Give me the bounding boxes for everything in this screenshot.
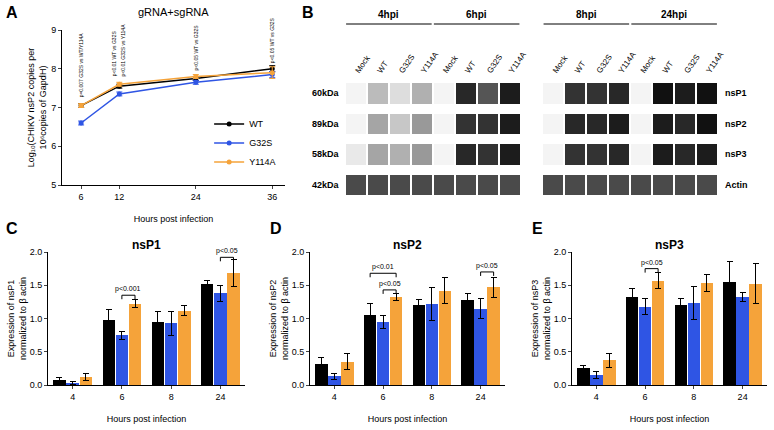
- svg-text:Y114A: Y114A: [249, 157, 275, 167]
- svg-text:Y114A: Y114A: [705, 50, 726, 75]
- svg-text:Actin: Actin: [725, 180, 748, 190]
- svg-text:Hours post infection: Hours post infection: [630, 414, 710, 424]
- svg-text:58kDa: 58kDa: [312, 149, 340, 159]
- svg-text:Hours post infection: Hours post infection: [134, 214, 214, 224]
- svg-text:p<0.05: p<0.05: [476, 262, 498, 270]
- svg-text:Mock: Mock: [441, 53, 460, 75]
- svg-text:nsP1: nsP1: [132, 238, 161, 252]
- svg-text:p<0.05 WT vs G32S: p<0.05 WT vs G32S: [193, 25, 199, 71]
- svg-text:gRNA+sgRNA: gRNA+sgRNA: [138, 6, 209, 18]
- svg-text:0.5: 0.5: [292, 347, 305, 357]
- svg-text:4: 4: [70, 392, 75, 402]
- svg-text:6: 6: [79, 192, 84, 202]
- svg-text:Mock: Mock: [354, 53, 373, 75]
- svg-text:nsP3: nsP3: [655, 238, 684, 252]
- svg-text:4: 4: [332, 392, 337, 402]
- svg-text:7: 7: [51, 103, 56, 113]
- svg-text:8: 8: [51, 64, 56, 74]
- svg-text:8: 8: [429, 392, 434, 402]
- svg-text:p<0.05: p<0.05: [641, 259, 663, 267]
- svg-text:p<0.01 WT vs G32S: p<0.01 WT vs G32S: [111, 31, 117, 77]
- svg-text:4: 4: [594, 392, 599, 402]
- svg-text:2.0: 2.0: [554, 247, 567, 257]
- svg-text:5: 5: [51, 180, 56, 190]
- svg-text:0.5: 0.5: [30, 347, 43, 357]
- svg-text:Hours post infection: Hours post infection: [368, 414, 448, 424]
- svg-text:WT: WT: [463, 59, 478, 74]
- svg-text:B: B: [302, 4, 314, 21]
- svg-text:6: 6: [119, 392, 124, 402]
- svg-text:1.0: 1.0: [30, 314, 43, 324]
- svg-text:p<0.01 G32S vs Y114A: p<0.01 G32S vs Y114A: [120, 24, 126, 77]
- svg-text:nsP2: nsP2: [725, 119, 747, 129]
- svg-text:8: 8: [169, 392, 174, 402]
- svg-text:4hpi: 4hpi: [378, 9, 399, 20]
- svg-text:0.0: 0.0: [30, 380, 43, 390]
- svg-text:24: 24: [191, 192, 201, 202]
- svg-text:6hpi: 6hpi: [466, 9, 487, 20]
- svg-text:6: 6: [643, 392, 648, 402]
- svg-text:C: C: [6, 220, 18, 237]
- svg-text:1.0: 1.0: [292, 314, 305, 324]
- svg-text:24: 24: [476, 392, 486, 402]
- svg-text:24hpi: 24hpi: [661, 9, 687, 20]
- svg-text:24: 24: [738, 392, 748, 402]
- svg-text:9: 9: [51, 25, 56, 35]
- svg-text:G32S: G32S: [595, 53, 614, 75]
- svg-text:E: E: [532, 220, 543, 237]
- svg-text:1.5: 1.5: [554, 280, 567, 290]
- svg-text:Y114A: Y114A: [419, 50, 440, 75]
- svg-text:8hpi: 8hpi: [576, 9, 597, 20]
- svg-text:Expression of nsP2normalized t: Expression of nsP2normalized to β actin: [268, 277, 290, 360]
- svg-text:G32S: G32S: [249, 138, 272, 148]
- svg-text:D: D: [270, 220, 282, 237]
- svg-text:0.0: 0.0: [292, 380, 305, 390]
- svg-text:p<0.05: p<0.05: [216, 247, 238, 255]
- svg-text:A: A: [6, 4, 18, 21]
- svg-text:36: 36: [267, 192, 277, 202]
- svg-text:1.5: 1.5: [30, 280, 43, 290]
- svg-text:nsP3: nsP3: [725, 149, 747, 159]
- svg-text:nsP1: nsP1: [725, 88, 747, 98]
- svg-text:2.0: 2.0: [292, 247, 305, 257]
- svg-text:Expression of nsP1normalized t: Expression of nsP1normalized to β actin: [6, 277, 28, 360]
- svg-text:6: 6: [51, 141, 56, 151]
- svg-text:Hours post infection: Hours post infection: [107, 414, 187, 424]
- svg-text:1.5: 1.5: [292, 280, 305, 290]
- svg-text:p<0.05 WT vs G32S: p<0.05 WT vs G32S: [269, 17, 275, 63]
- svg-text:p<0.05: p<0.05: [379, 280, 401, 288]
- svg-text:G32S: G32S: [683, 53, 702, 75]
- svg-text:6: 6: [381, 392, 386, 402]
- svg-text:nsP2: nsP2: [393, 238, 422, 252]
- svg-text:G32S: G32S: [485, 53, 504, 75]
- svg-text:0.5: 0.5: [554, 347, 567, 357]
- svg-text:Mock: Mock: [551, 53, 570, 75]
- svg-text:WT: WT: [249, 119, 263, 129]
- svg-text:WT: WT: [573, 59, 588, 74]
- svg-text:WT: WT: [661, 59, 676, 74]
- svg-text:Y114A: Y114A: [507, 50, 528, 75]
- svg-text:0.0: 0.0: [554, 380, 567, 390]
- svg-text:p=0.007 G32S vs WT/Y114A: p=0.007 G32S vs WT/Y114A: [78, 33, 84, 98]
- svg-text:1.0: 1.0: [554, 314, 567, 324]
- svg-text:Log₁₀(CHIKV nsP2 copies per10⁶: Log₁₀(CHIKV nsP2 copies per10⁶copies of …: [26, 48, 48, 167]
- svg-text:p<0.001: p<0.001: [115, 285, 141, 293]
- svg-text:8: 8: [691, 392, 696, 402]
- svg-text:Mock: Mock: [639, 53, 658, 75]
- svg-text:WT: WT: [375, 59, 390, 74]
- svg-text:Y114A: Y114A: [617, 50, 638, 75]
- svg-text:89kDa: 89kDa: [312, 119, 340, 129]
- svg-text:p<0.01: p<0.01: [372, 263, 394, 271]
- svg-text:2.0: 2.0: [30, 247, 43, 257]
- svg-text:24: 24: [215, 392, 225, 402]
- svg-text:60kDa: 60kDa: [312, 88, 340, 98]
- svg-text:Expression of nsP3normalized t: Expression of nsP3normalized to β actin: [530, 277, 552, 360]
- svg-text:G32S: G32S: [397, 53, 416, 75]
- svg-text:42kDa: 42kDa: [312, 180, 340, 190]
- svg-text:12: 12: [114, 192, 124, 202]
